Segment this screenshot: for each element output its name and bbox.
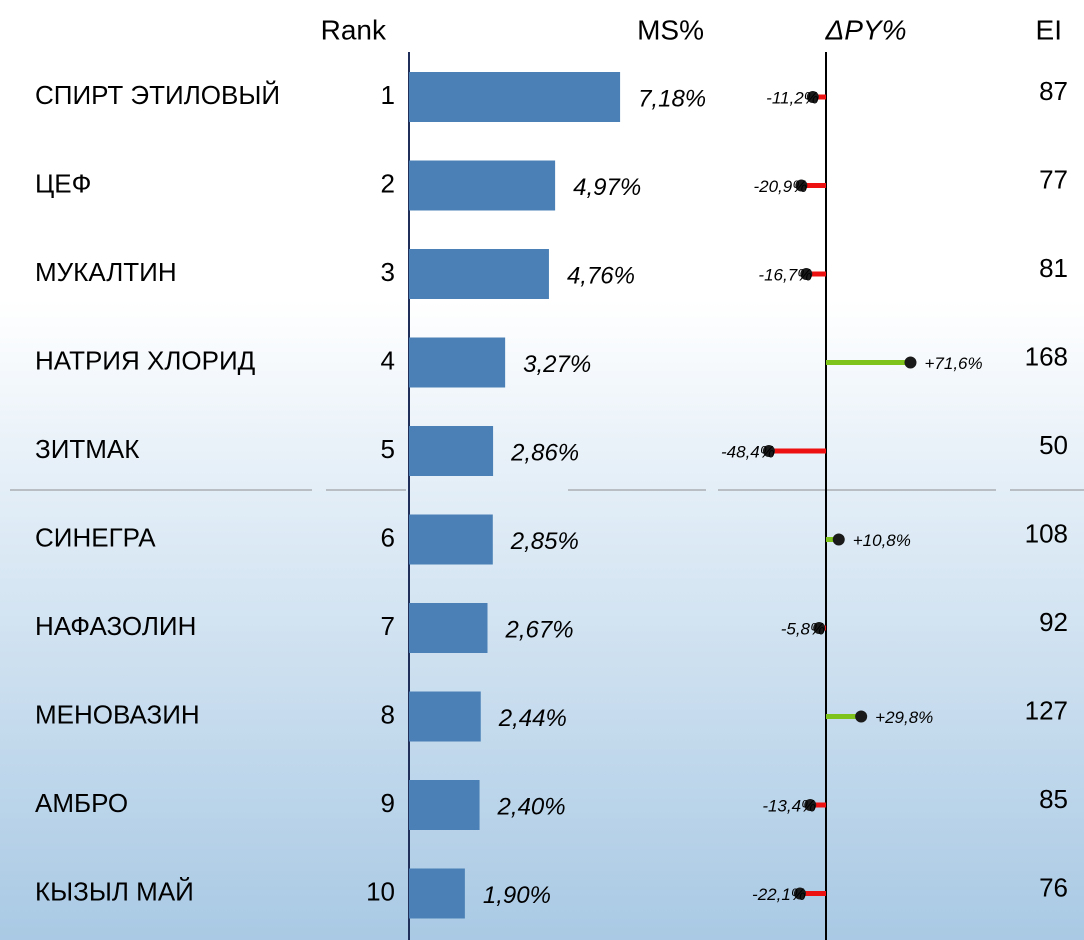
rank: 1 bbox=[381, 80, 395, 110]
bar-label: 2,67% bbox=[504, 616, 573, 643]
ms-header: MS% bbox=[637, 14, 704, 45]
category-label: ЗИТМАК bbox=[35, 434, 139, 464]
bar-label: 2,85% bbox=[510, 528, 579, 555]
bar bbox=[409, 868, 465, 919]
bar-label: 2,40% bbox=[497, 793, 566, 820]
bar bbox=[409, 780, 480, 830]
category-label: АМБРО bbox=[35, 788, 128, 818]
category-label: СИНЕГРА bbox=[35, 522, 156, 552]
bar bbox=[409, 426, 494, 476]
bar-label: 1,90% bbox=[483, 882, 551, 909]
bar-label: 7,18% bbox=[638, 85, 706, 112]
delta-dot bbox=[904, 356, 917, 369]
delta-dot bbox=[793, 887, 806, 900]
rank: 6 bbox=[381, 522, 395, 552]
ei-value: 77 bbox=[1039, 164, 1068, 194]
delta-label: -20,9% bbox=[753, 177, 807, 196]
delta-dot bbox=[795, 179, 808, 192]
bar bbox=[409, 160, 556, 211]
rank: 5 bbox=[381, 434, 395, 464]
ei-value: 92 bbox=[1039, 607, 1068, 637]
delta-dot bbox=[832, 533, 845, 546]
bar-label: 4,97% bbox=[573, 174, 641, 201]
ei-value: 81 bbox=[1039, 253, 1068, 283]
delta-dot bbox=[813, 622, 826, 634]
category-label: СПИРТ ЭТИЛОВЫЙ bbox=[35, 80, 280, 110]
ei-value: 85 bbox=[1039, 784, 1068, 814]
bar bbox=[409, 514, 493, 565]
bar bbox=[409, 72, 621, 122]
ei-value: 108 bbox=[1025, 518, 1068, 548]
delta-dot bbox=[762, 445, 775, 457]
delta-dot bbox=[804, 799, 817, 811]
rank: 10 bbox=[366, 876, 395, 906]
rank: 9 bbox=[381, 788, 395, 818]
delta-label: -5,8% bbox=[781, 619, 825, 638]
category-label: МЕНОВАЗИН bbox=[35, 699, 200, 729]
delta-label: -13,4% bbox=[762, 796, 816, 815]
bar bbox=[409, 691, 481, 742]
delta-dot bbox=[806, 91, 819, 103]
ei-value: 127 bbox=[1025, 695, 1068, 725]
category-label: МУКАЛТИН bbox=[35, 257, 177, 287]
category-label: КЫЗЫЛ МАЙ bbox=[35, 876, 194, 906]
delta-label: +29,8% bbox=[875, 708, 933, 727]
bar bbox=[409, 249, 549, 299]
category-label: ЦЕФ bbox=[35, 168, 91, 198]
rank-header: Rank bbox=[321, 14, 387, 45]
bar-label: 4,76% bbox=[567, 262, 635, 289]
bar-label: 2,44% bbox=[498, 705, 567, 732]
bar bbox=[409, 603, 488, 653]
rank: 2 bbox=[381, 168, 395, 198]
delta-label: -16,7% bbox=[758, 265, 812, 284]
bar bbox=[409, 337, 506, 388]
category-label: НАТРИЯ ХЛОРИД bbox=[35, 345, 256, 375]
delta-label: +71,6% bbox=[924, 354, 982, 373]
rank: 3 bbox=[381, 257, 395, 287]
ei-value: 168 bbox=[1025, 341, 1068, 371]
bar-label: 2,86% bbox=[510, 439, 579, 466]
rank: 4 bbox=[381, 345, 395, 375]
delta-label: -22,1% bbox=[752, 885, 806, 904]
rank: 7 bbox=[381, 611, 395, 641]
delta-label: -48,4% bbox=[721, 442, 775, 461]
delta-dot bbox=[855, 710, 868, 723]
ei-value: 50 bbox=[1039, 430, 1068, 460]
rank: 8 bbox=[381, 699, 395, 729]
delta-header: ΔPY% bbox=[824, 14, 906, 45]
ei-value: 76 bbox=[1039, 872, 1068, 902]
delta-label: +10,8% bbox=[853, 531, 911, 550]
delta-label: -11,2% bbox=[766, 88, 819, 107]
delta-dot bbox=[800, 268, 813, 280]
ei-header: EI bbox=[1036, 14, 1062, 45]
category-label: НАФАЗОЛИН bbox=[35, 611, 196, 641]
bar-label: 3,27% bbox=[523, 351, 591, 378]
ei-value: 87 bbox=[1039, 76, 1068, 106]
